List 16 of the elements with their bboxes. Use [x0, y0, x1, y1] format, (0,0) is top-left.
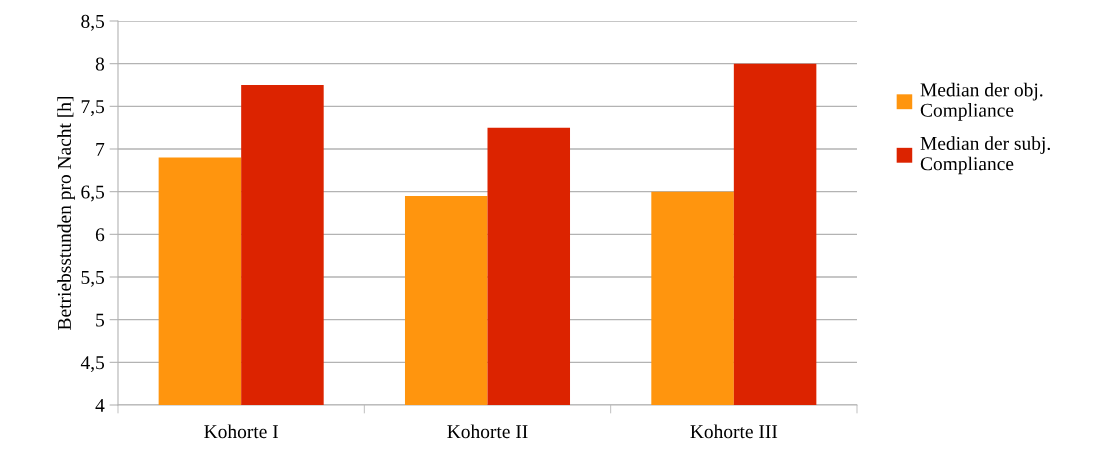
y-tick-label: 7,5 — [81, 100, 105, 117]
y-tick-label: 5,5 — [81, 271, 105, 287]
y-tick-label: 4,5 — [80, 356, 105, 373]
x-tick-label: Kohorte III — [690, 424, 778, 439]
x-tick-label: Kohorte I — [204, 424, 279, 439]
legend-label: Median der subj. Compliance — [920, 136, 1050, 175]
y-tick-label: 4 — [95, 398, 105, 412]
x-tick-label: Kohorte II — [447, 424, 528, 439]
y-tick-label: 6,5 — [81, 185, 105, 202]
y-tick-label: 6 — [95, 228, 105, 242]
legend-label: Median der obj. Compliance — [920, 82, 1043, 121]
y-tick-label: 8,5 — [81, 14, 105, 31]
y-tick-label: 5 — [96, 313, 105, 327]
y-tick-label: 8 — [95, 57, 105, 71]
y-axis-title: Betriebsstunden pro Nacht [h] — [57, 97, 75, 330]
y-tick-label: 7 — [96, 143, 105, 156]
